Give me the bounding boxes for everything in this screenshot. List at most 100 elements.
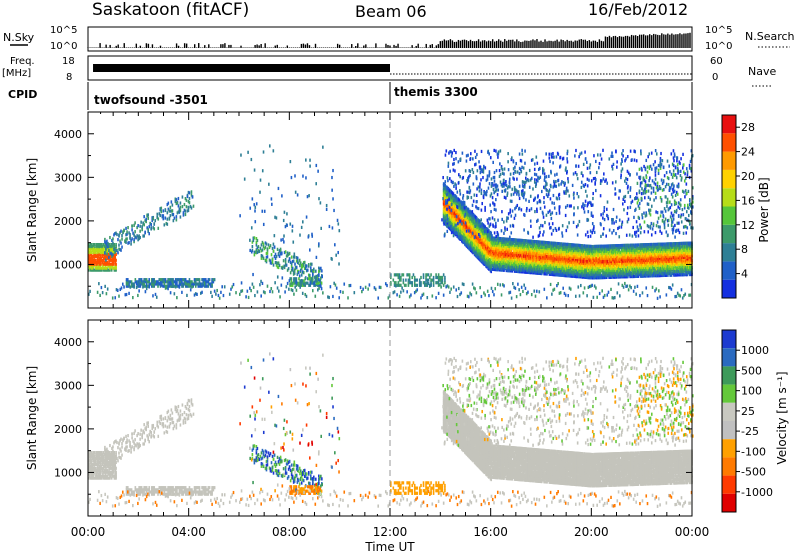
power-cell: [444, 281, 446, 285]
power-cell: [260, 279, 262, 283]
power-cell: [89, 242, 92, 247]
power-cell: [232, 282, 235, 287]
power-cell: [416, 283, 419, 287]
power-cell: [106, 254, 109, 258]
power-cell: [98, 258, 101, 262]
power-cell: [101, 248, 103, 253]
power-cell: [393, 281, 396, 285]
power-cell: [456, 294, 459, 299]
power-cell: [412, 273, 415, 277]
power-cell: [153, 282, 156, 286]
power-cell: [119, 231, 121, 235]
power-cell: [163, 284, 166, 288]
power-cell: [152, 217, 155, 221]
power-cell: [333, 281, 335, 285]
power-cell: [318, 269, 320, 274]
power-cell: [523, 283, 525, 287]
power-cell: [145, 286, 148, 291]
power-cell: [164, 284, 167, 288]
power-cell: [441, 275, 444, 280]
power-cell: [196, 282, 198, 286]
power-cell: [437, 275, 440, 280]
power-cell: [140, 278, 143, 282]
power-cell: [98, 242, 101, 247]
power-cell: [133, 282, 135, 286]
power-cell: [307, 263, 310, 267]
power-cell: [261, 248, 264, 252]
power-cell: [629, 284, 631, 288]
power-cell: [99, 244, 102, 249]
power-cell: [416, 278, 419, 282]
power-cell: [113, 266, 116, 270]
power-cell: [379, 285, 382, 290]
power-cell: [278, 289, 280, 293]
power-cell: [145, 278, 148, 282]
power-cell: [422, 281, 425, 285]
power-cell: [408, 278, 411, 282]
power-cell: [88, 244, 90, 249]
power-cell: [299, 233, 301, 237]
power-cell: [293, 292, 295, 296]
power-cell: [373, 286, 376, 290]
power-cell: [96, 252, 99, 256]
power-cell: [102, 254, 104, 258]
power-cell: [265, 258, 268, 262]
power-cell: [157, 284, 159, 288]
nave-label: Nave: [748, 65, 776, 78]
power-cell: [163, 280, 166, 284]
power-cell: [569, 287, 572, 291]
power-cell: [298, 281, 300, 285]
power-cell: [413, 291, 416, 295]
power-cell: [105, 292, 108, 296]
power-cell: [311, 234, 314, 238]
power-cell: [94, 254, 96, 258]
power-cell: [278, 249, 281, 253]
power-cell: [98, 268, 101, 272]
power-cell: [211, 294, 213, 298]
power-cell: [143, 278, 145, 282]
power-cell: [170, 209, 173, 213]
power-cell: [249, 206, 252, 210]
power-cell: [169, 280, 172, 284]
power-cell: [318, 274, 320, 278]
power-cell: [432, 278, 435, 282]
power-cell: [120, 286, 123, 290]
power-cell: [284, 250, 287, 254]
power-cell: [129, 235, 131, 239]
power-cell: [158, 278, 161, 282]
power-cell: [128, 284, 130, 288]
power-cell: [182, 284, 184, 288]
power-cell: [162, 214, 165, 218]
power-cell: [152, 226, 155, 230]
power-cell: [431, 294, 434, 298]
power-cell: [90, 266, 93, 270]
power-cell: [133, 240, 135, 244]
power-cell: [120, 241, 122, 245]
power-cell: [444, 183, 446, 188]
power-cell: [88, 256, 91, 260]
power-cell: [319, 267, 321, 271]
power-cell: [107, 268, 109, 272]
power-cell: [89, 252, 92, 256]
power-cell: [198, 278, 201, 282]
power-cell: [314, 279, 317, 283]
power-cell: [659, 295, 661, 299]
power-cell: [596, 295, 598, 299]
power-cell: [94, 248, 96, 253]
power-cell: [189, 288, 192, 292]
power-cell: [426, 278, 429, 282]
power-cell: [193, 293, 196, 297]
power-cell: [155, 282, 158, 286]
power-cell: [208, 278, 211, 282]
power-cell: [103, 244, 106, 249]
power-cell: [267, 243, 270, 247]
power-cell: [127, 284, 129, 288]
power-cell: [147, 284, 149, 288]
power-cell: [407, 273, 410, 277]
power-cell: [325, 203, 328, 208]
power-cell: [265, 255, 268, 260]
power-cell: [98, 262, 101, 266]
power-cell: [349, 283, 352, 288]
power-cell: [289, 222, 292, 226]
power-cell: [128, 291, 130, 295]
